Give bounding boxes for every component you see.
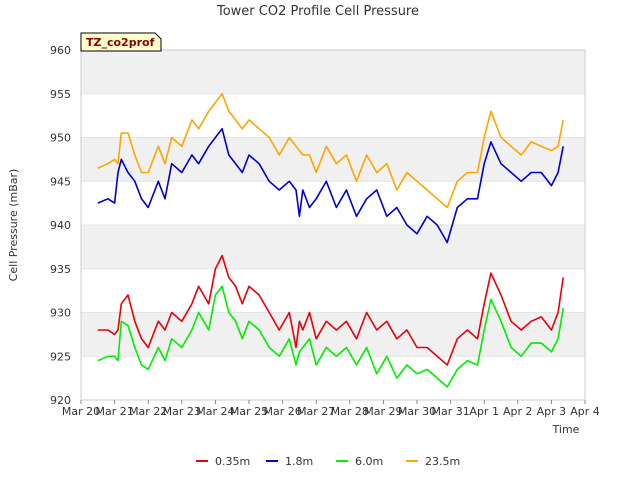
x-tick-label: Mar 26 [263, 405, 301, 418]
site-label-box: TZ_co2prof [80, 32, 162, 52]
x-tick-label: Apr 4 [570, 405, 600, 418]
x-tick-label: Apr 2 [503, 405, 533, 418]
y-tick-label: 950 [50, 132, 71, 145]
legend-label: 23.5m [425, 455, 460, 468]
y-tick-label: 930 [50, 307, 71, 320]
grid-band [81, 50, 585, 94]
y-tick-label: 920 [50, 394, 71, 407]
x-tick-label: Apr 1 [469, 405, 499, 418]
grid-bands [81, 50, 585, 401]
x-tick-label: Apr 3 [537, 405, 567, 418]
y-tick-label: 945 [50, 175, 71, 188]
legend-label: 0.35m [215, 455, 250, 468]
y-tick-label: 955 [50, 88, 71, 101]
x-tick-label: Mar 30 [398, 405, 436, 418]
x-tick-label: Mar 28 [331, 405, 369, 418]
x-tick-label: Mar 23 [163, 405, 201, 418]
series-line-6.0m [97, 285, 564, 388]
grid-band [81, 225, 585, 269]
site-label: TZ_co2prof [86, 36, 155, 49]
x-tick-label: Mar 25 [230, 405, 268, 418]
y-tick-label: 960 [50, 44, 71, 57]
y-axis-ticks: 920 925 930 935 940 945 950 955 960 [50, 44, 71, 407]
series-line-1.8m [97, 128, 564, 244]
plot-frame [80, 49, 586, 401]
x-axis-label: Time [552, 423, 580, 436]
y-axis-label: Cell Pressure (mBar) [7, 169, 20, 282]
y-tick-label: 935 [50, 263, 71, 276]
series-layer [97, 93, 564, 388]
y-tick-label: 925 [50, 350, 71, 363]
x-tick-label: Mar 24 [196, 405, 234, 418]
legend-label: 1.8m [285, 455, 313, 468]
x-tick-label: Mar 20 [62, 405, 100, 418]
x-tick-label: Mar 22 [129, 405, 167, 418]
x-tick-label: Mar 27 [297, 405, 335, 418]
series-line-0.35m [97, 254, 564, 366]
x-tick-label: Mar 21 [95, 405, 133, 418]
legend: 0.35m 1.8m 6.0m 23.5m [196, 455, 460, 468]
chart-title: Tower CO2 Profile Cell Pressure [216, 4, 419, 19]
legend-label: 6.0m [355, 455, 383, 468]
x-tick-label: Mar 31 [431, 405, 469, 418]
series-line-23.5m [97, 93, 564, 209]
x-tick-label: Mar 29 [364, 405, 402, 418]
plot-border [80, 49, 586, 401]
y-tick-label: 940 [50, 219, 71, 232]
